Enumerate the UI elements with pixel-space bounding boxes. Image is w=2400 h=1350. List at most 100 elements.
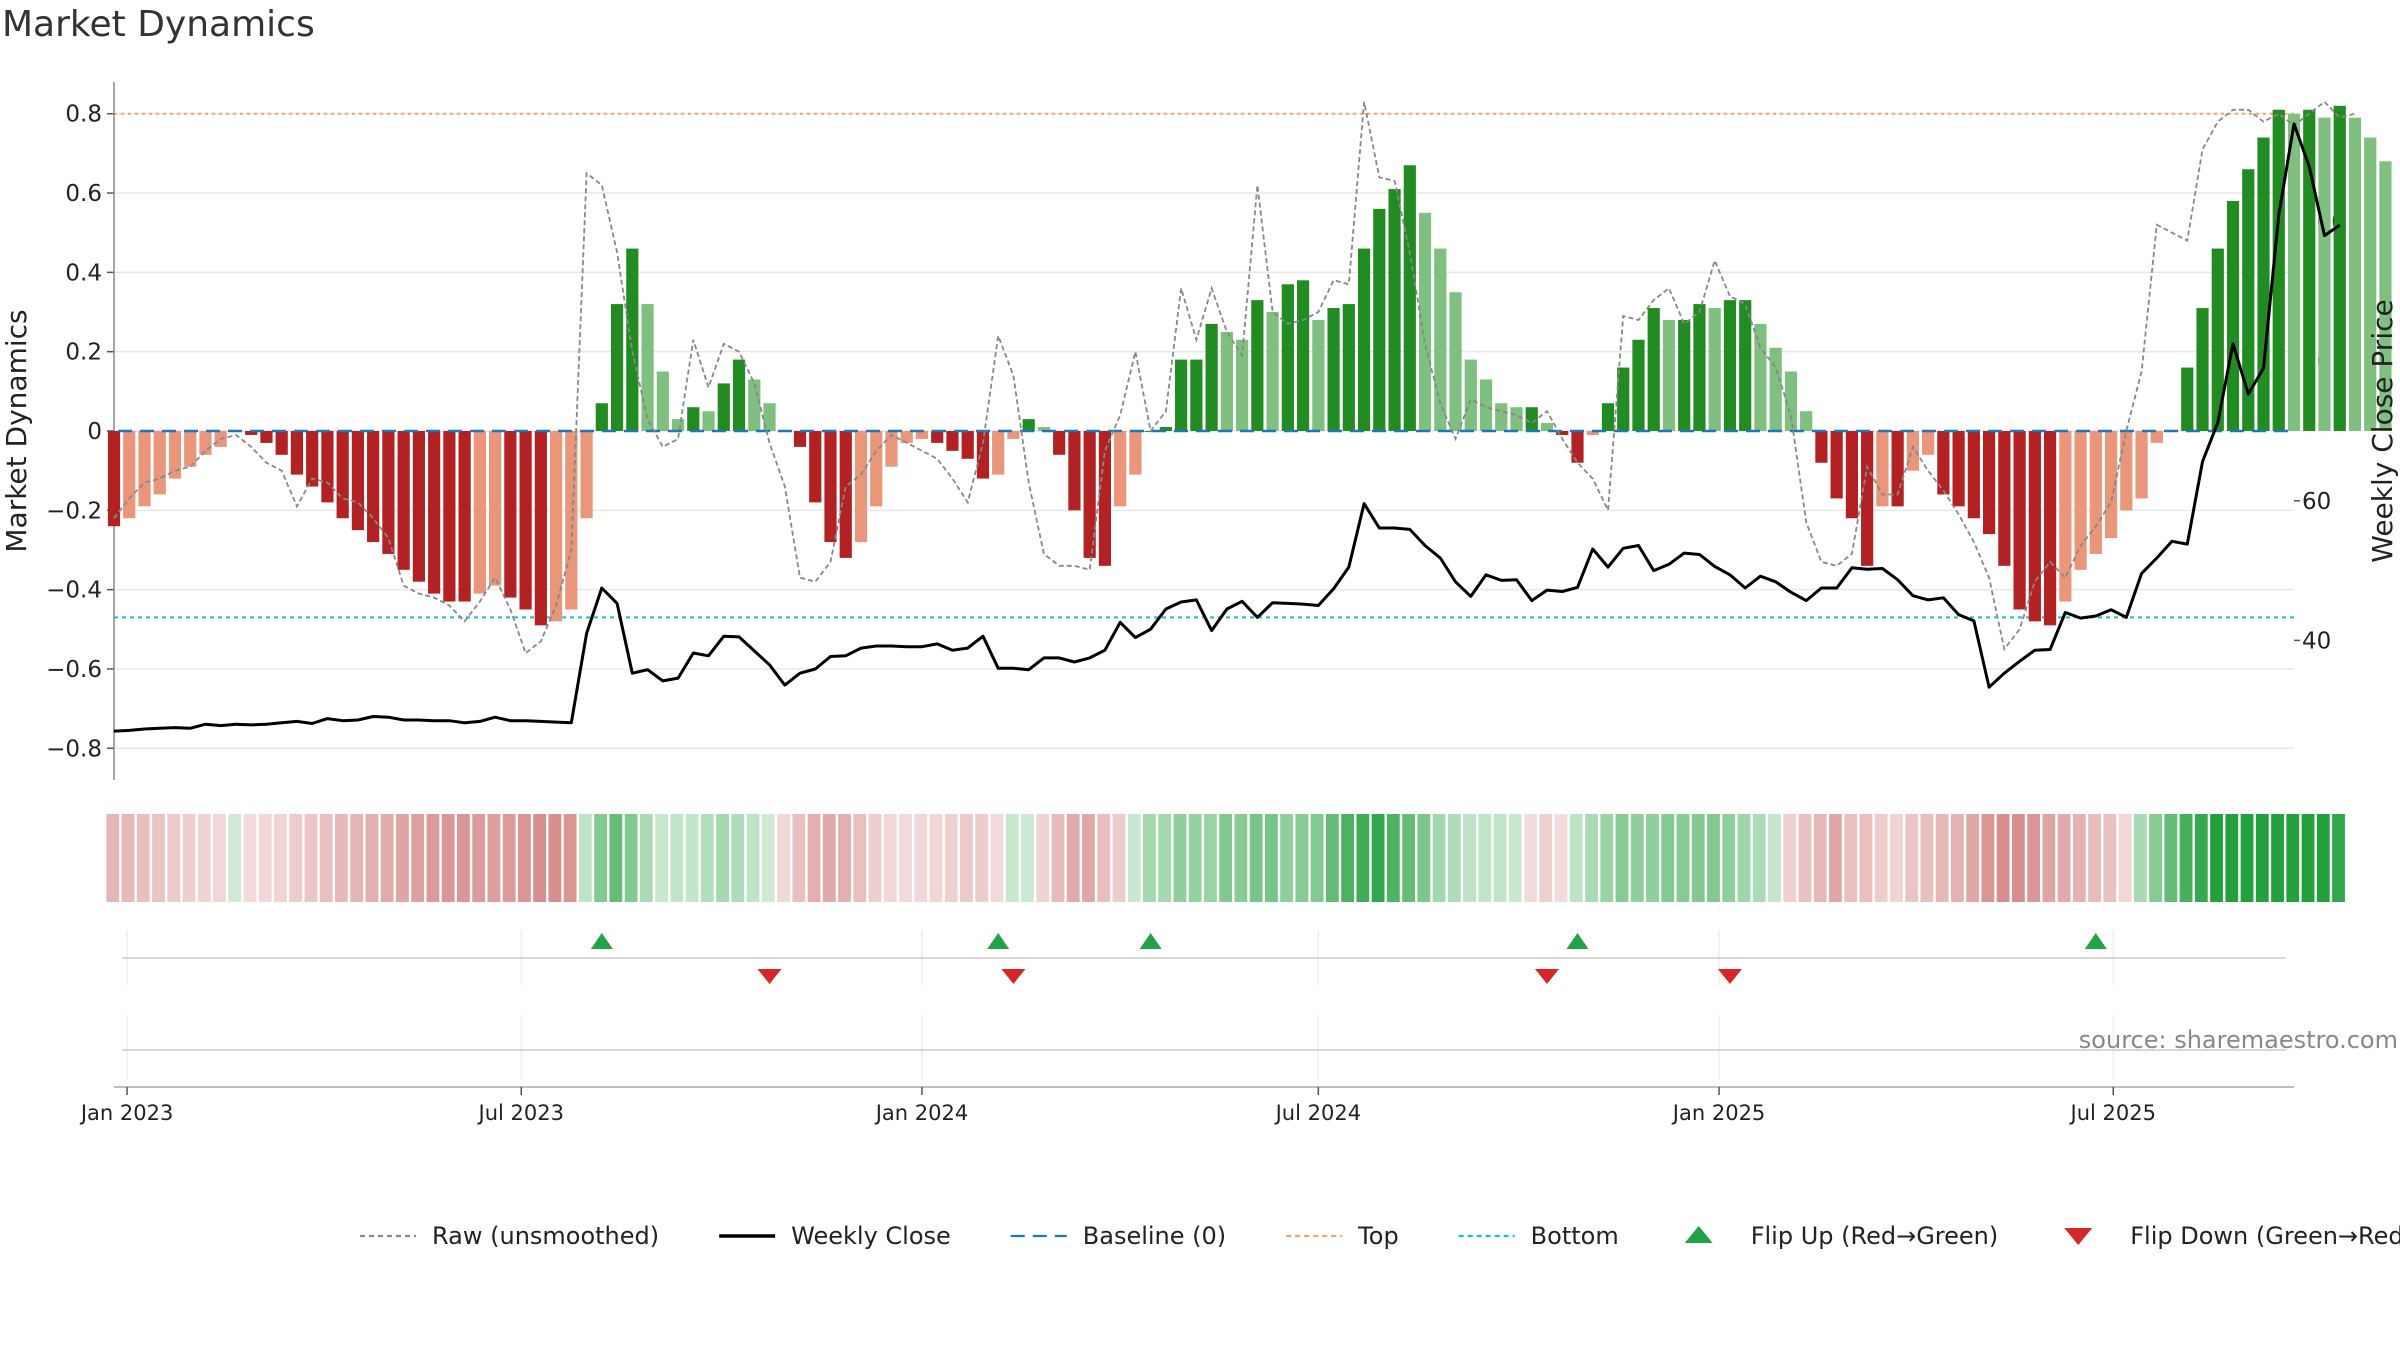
- dynamics-bar: [992, 431, 1005, 475]
- dynamics-bar: [1601, 403, 1615, 431]
- regime-cell: [1082, 814, 1095, 902]
- dynamics-bar: [473, 431, 486, 594]
- dynamics-bar: [2303, 109, 2316, 432]
- regime-cell: [1630, 814, 1644, 902]
- dynamics-bar: [1845, 431, 1858, 519]
- dynamics-bar: [1479, 379, 1493, 431]
- dynamics-bar: [306, 431, 319, 487]
- regime-cell: [716, 814, 729, 902]
- regime-cell: [1402, 814, 1415, 902]
- regime-cell: [1005, 814, 1019, 902]
- regime-cell: [1813, 814, 1827, 902]
- regime-cell: [1615, 814, 1629, 902]
- dynamics-bar: [2318, 117, 2331, 432]
- dynamics-bar: [519, 431, 532, 610]
- regime-cell: [1447, 814, 1461, 902]
- regime-cell: [2027, 814, 2041, 902]
- regime-cell: [944, 814, 958, 902]
- regime-cell: [807, 814, 821, 902]
- regime-cell: [853, 814, 867, 902]
- dynamics-bar: [1114, 431, 1127, 507]
- dynamics-bar: [2257, 137, 2270, 432]
- dynamics-bar: [1251, 300, 1264, 431]
- regime-cell: [929, 814, 943, 902]
- regime-cell: [1539, 814, 1553, 902]
- dynamics-bar: [1967, 431, 1980, 519]
- dynamics-bar: [1510, 407, 1523, 431]
- regime-cell: [1249, 814, 1263, 902]
- regime-cell: [1478, 814, 1492, 902]
- regime-cell: [1600, 814, 1614, 902]
- regime-cell: [548, 814, 562, 902]
- dynamics-bar: [1266, 312, 1279, 431]
- regime-cell: [1554, 814, 1568, 902]
- dynamics-bar: [1952, 431, 1965, 507]
- dynamics-bar: [397, 431, 410, 570]
- regime-cell: [472, 814, 486, 902]
- dynamics-bar: [1739, 300, 1752, 431]
- regime-cell: [746, 814, 760, 902]
- regime-cell: [624, 814, 638, 902]
- regime-cell: [2240, 814, 2254, 902]
- dynamics-bar: [1068, 431, 1081, 511]
- dynamics-bar: [1205, 323, 1218, 431]
- dynamics-bar: [1175, 359, 1188, 431]
- regime-cell: [2088, 814, 2102, 902]
- regime-cell: [517, 814, 531, 902]
- x-tick-label: Jul 2024: [1274, 1101, 1361, 1125]
- regime-cell: [289, 814, 303, 902]
- regime-cell: [2149, 814, 2162, 902]
- regime-cell: [1722, 814, 1736, 902]
- regime-cell: [1508, 814, 1522, 902]
- dynamics-bar: [1861, 431, 1874, 566]
- dynamics-bar: [1769, 347, 1782, 431]
- dynamics-bar: [824, 431, 837, 543]
- dynamics-bar: [1495, 403, 1508, 431]
- regime-cell: [1707, 814, 1720, 902]
- dynamics-bar: [1296, 280, 1310, 431]
- dynamics-bar: [1815, 431, 1828, 463]
- dynamics-bar: [717, 383, 730, 431]
- dynamics-bar: [504, 431, 517, 598]
- y-tick-label: −0.4: [46, 578, 102, 604]
- y2-axis-title: Weekly Close Price: [2366, 299, 2399, 562]
- dynamics-bar: [1418, 212, 1432, 431]
- regime-cell: [1112, 814, 1126, 902]
- dynamics-bar: [1159, 427, 1172, 431]
- regime-cell: [228, 814, 242, 902]
- dynamics-bar: [2348, 117, 2362, 432]
- regime-cell: [578, 814, 592, 902]
- flip-down-marker: [757, 969, 782, 984]
- dynamics-bar: [1830, 431, 1843, 499]
- dynamics-bar: [2013, 431, 2026, 610]
- dynamics-bar: [915, 431, 929, 439]
- dynamics-bar: [946, 431, 959, 451]
- regime-cell: [685, 814, 699, 902]
- regime-cell: [1996, 814, 2010, 902]
- dynamics-bar: [1998, 431, 2011, 566]
- regime-cell: [1234, 814, 1248, 902]
- dynamics-bar: [1434, 248, 1447, 431]
- regime-cell: [609, 814, 623, 902]
- regime-cell: [1874, 814, 1888, 902]
- dynamics-bar: [1540, 423, 1554, 431]
- regime-cell: [1325, 814, 1339, 902]
- dynamics-bar: [382, 431, 395, 554]
- dynamics-bar: [1357, 248, 1371, 431]
- dynamics-bar: [610, 304, 624, 431]
- regime-cell: [1844, 814, 1858, 902]
- regime-cell: [975, 814, 989, 902]
- dynamics-bar: [2059, 431, 2072, 602]
- regime-cell: [457, 814, 470, 902]
- dynamics-bar: [290, 431, 304, 475]
- regime-cell: [1981, 814, 1995, 902]
- dynamics-bar: [138, 431, 151, 507]
- regime-cell: [2118, 814, 2132, 902]
- dynamics-bar: [1312, 319, 1325, 431]
- dynamics-bar: [199, 431, 212, 455]
- flip-up-marker: [590, 933, 613, 949]
- regime-strip: [106, 814, 2345, 902]
- dynamics-bar: [2043, 431, 2057, 626]
- regime-cell: [914, 814, 928, 902]
